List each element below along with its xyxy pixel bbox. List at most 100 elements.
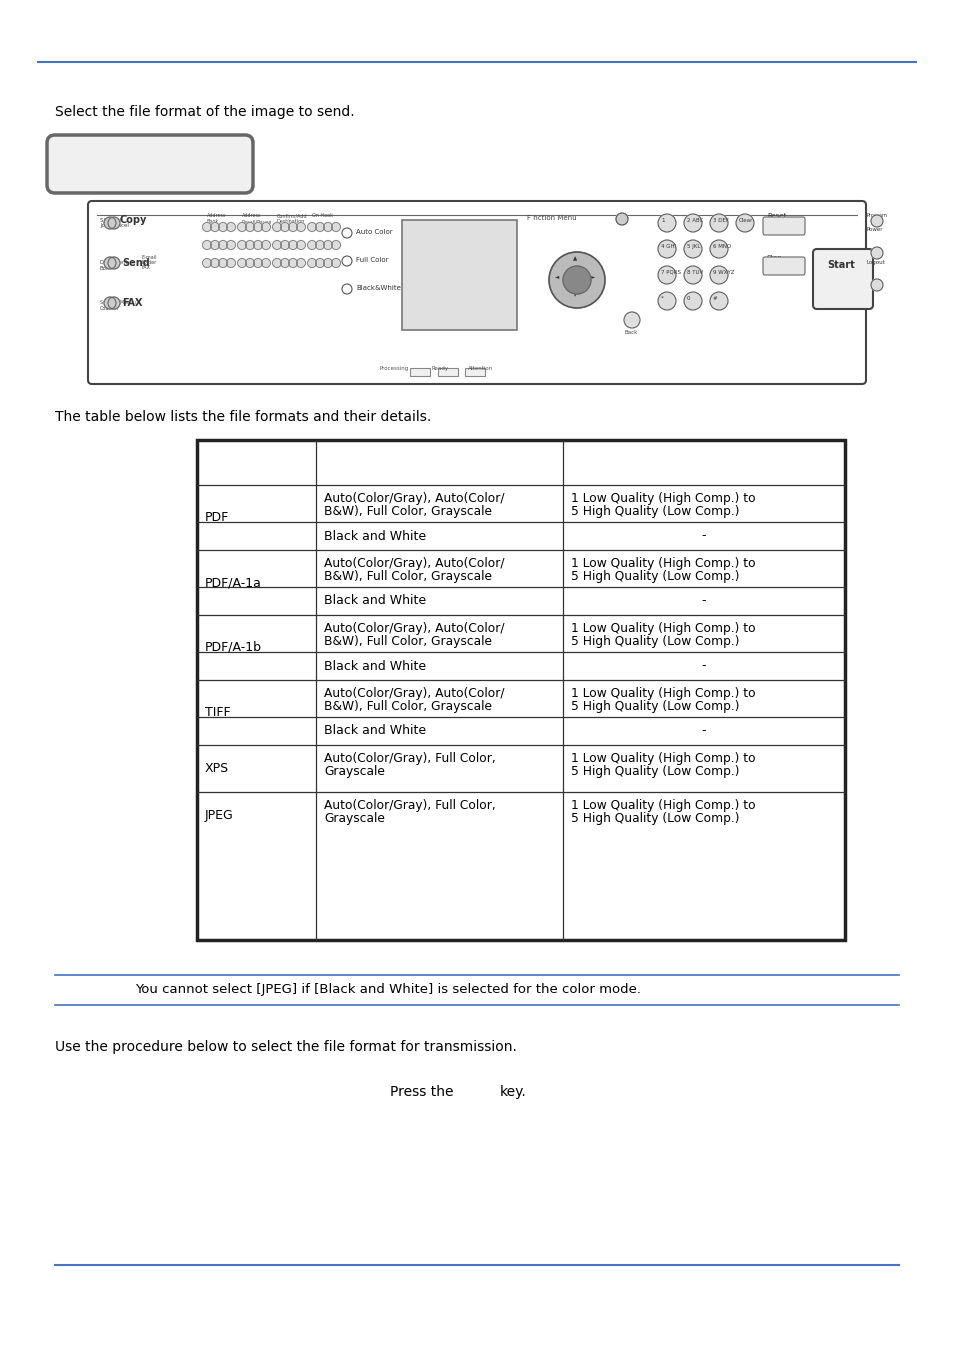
Bar <box>464 369 484 377</box>
Text: 5 High Quality (Low Comp.): 5 High Quality (Low Comp.) <box>571 634 739 648</box>
Bar <box>437 369 457 377</box>
Text: 1 Low Quality (High Comp.) to: 1 Low Quality (High Comp.) to <box>571 622 755 634</box>
Circle shape <box>211 240 219 250</box>
Text: 7 PQRS: 7 PQRS <box>660 270 680 275</box>
Text: Auto(Color/Gray), Auto(Color/: Auto(Color/Gray), Auto(Color/ <box>324 622 504 634</box>
Text: B&W), Full Color, Grayscale: B&W), Full Color, Grayscale <box>324 701 492 713</box>
FancyBboxPatch shape <box>812 248 872 309</box>
Circle shape <box>623 312 639 328</box>
Circle shape <box>296 240 305 250</box>
Text: 4 GHI: 4 GHI <box>660 244 676 248</box>
Text: Address: Address <box>242 213 261 217</box>
Text: ◄: ◄ <box>555 274 558 279</box>
Text: Black and White: Black and White <box>324 529 426 543</box>
Text: Start: Start <box>826 261 854 270</box>
Circle shape <box>211 223 219 231</box>
Circle shape <box>237 240 246 250</box>
Circle shape <box>253 258 262 267</box>
Circle shape <box>280 258 289 267</box>
Circle shape <box>315 240 324 250</box>
Circle shape <box>683 215 701 232</box>
Text: ▲: ▲ <box>572 256 577 262</box>
Circle shape <box>658 292 676 311</box>
Text: PDF/A-1b: PDF/A-1b <box>205 641 262 653</box>
Text: Auto(Color/Gray), Auto(Color/: Auto(Color/Gray), Auto(Color/ <box>324 491 504 505</box>
Text: Auto(Color/Gray), Auto(Color/: Auto(Color/Gray), Auto(Color/ <box>324 687 504 701</box>
FancyBboxPatch shape <box>88 201 865 383</box>
Text: You cannot select [JPEG] if [Black and White] is selected for the color mode.: You cannot select [JPEG] if [Black and W… <box>135 984 640 996</box>
Circle shape <box>658 266 676 283</box>
Circle shape <box>218 240 227 250</box>
Text: 5 High Quality (Low Comp.): 5 High Quality (Low Comp.) <box>571 765 739 778</box>
Bar <box>196 440 844 940</box>
Circle shape <box>288 240 297 250</box>
Circle shape <box>307 258 316 267</box>
Circle shape <box>218 223 227 231</box>
Text: 1 Low Quality (High Comp.) to: 1 Low Quality (High Comp.) to <box>571 752 755 765</box>
Text: 9 WXYZ: 9 WXYZ <box>712 270 734 275</box>
Text: key.: key. <box>499 1085 526 1099</box>
Text: Attention: Attention <box>468 366 493 371</box>
Circle shape <box>211 258 219 267</box>
Circle shape <box>108 297 120 309</box>
Circle shape <box>562 266 590 294</box>
Text: Processing: Processing <box>379 366 409 371</box>
Text: Black and White: Black and White <box>324 725 426 737</box>
Text: Press the: Press the <box>390 1085 453 1099</box>
Circle shape <box>735 215 753 232</box>
Text: Box: Box <box>100 266 110 271</box>
Text: Black and White: Black and White <box>324 594 426 608</box>
FancyBboxPatch shape <box>47 135 253 193</box>
Circle shape <box>548 252 604 308</box>
Circle shape <box>870 247 882 259</box>
Circle shape <box>237 258 246 267</box>
Circle shape <box>307 223 316 231</box>
Circle shape <box>323 258 333 267</box>
Text: *: * <box>660 296 663 301</box>
Text: 5 High Quality (Low Comp.): 5 High Quality (Low Comp.) <box>571 811 739 825</box>
Text: FAX: FAX <box>142 265 151 270</box>
Text: Select the file format of the image to send.: Select the file format of the image to s… <box>55 105 355 119</box>
Circle shape <box>226 223 235 231</box>
Text: PDF/A-1a: PDF/A-1a <box>205 576 262 589</box>
Circle shape <box>331 258 340 267</box>
Circle shape <box>683 292 701 311</box>
Text: On Hook: On Hook <box>312 213 333 217</box>
Text: Back: Back <box>624 329 638 335</box>
Text: Use the procedure below to select the file format for transmission.: Use the procedure below to select the fi… <box>55 1040 517 1054</box>
Circle shape <box>218 258 227 267</box>
Circle shape <box>104 217 116 230</box>
Text: Folder: Folder <box>142 261 157 265</box>
Text: Job Cancel: Job Cancel <box>100 223 129 228</box>
Text: TIFF: TIFF <box>205 706 231 720</box>
Text: Book: Book <box>207 219 219 224</box>
Text: Status /: Status / <box>100 217 121 221</box>
Circle shape <box>315 223 324 231</box>
Text: Send: Send <box>122 258 150 269</box>
Circle shape <box>323 223 333 231</box>
Text: Stop: Stop <box>766 255 781 261</box>
Circle shape <box>341 256 352 266</box>
Text: Document: Document <box>100 261 129 265</box>
Circle shape <box>261 240 271 250</box>
Circle shape <box>108 256 120 269</box>
Circle shape <box>341 228 352 238</box>
Text: Destination: Destination <box>276 219 305 224</box>
Text: 2 ABC: 2 ABC <box>686 217 702 223</box>
Circle shape <box>226 240 235 250</box>
Circle shape <box>253 223 262 231</box>
Circle shape <box>288 223 297 231</box>
Circle shape <box>331 240 340 250</box>
Circle shape <box>658 240 676 258</box>
Circle shape <box>202 223 212 231</box>
Bar <box>401 220 517 329</box>
Text: Reset: Reset <box>766 213 785 219</box>
Text: Auto(Color/Gray), Auto(Color/: Auto(Color/Gray), Auto(Color/ <box>324 558 504 570</box>
Circle shape <box>273 258 281 267</box>
Circle shape <box>245 223 254 231</box>
Text: Copy: Copy <box>120 215 147 225</box>
Text: Confirm/Add: Confirm/Add <box>276 213 307 217</box>
Text: 8 TUV: 8 TUV <box>686 270 702 275</box>
Text: 5 JKL: 5 JKL <box>686 244 700 248</box>
FancyBboxPatch shape <box>762 256 804 275</box>
